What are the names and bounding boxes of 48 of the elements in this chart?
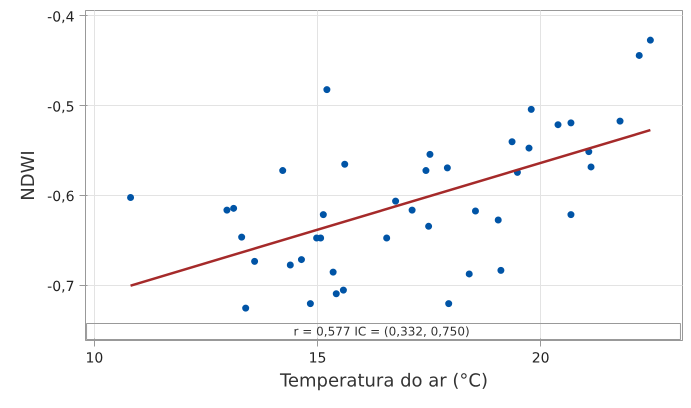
point bbox=[567, 119, 574, 126]
point bbox=[616, 118, 624, 125]
point bbox=[472, 208, 479, 215]
point bbox=[251, 258, 258, 265]
point bbox=[340, 286, 347, 294]
x-axis-title: Temperatura do ar (°C) bbox=[278, 370, 488, 392]
point bbox=[127, 194, 134, 202]
point bbox=[526, 144, 533, 152]
point bbox=[279, 167, 286, 174]
y-tick-label: -0,4 bbox=[47, 9, 75, 26]
point bbox=[426, 150, 434, 158]
x-tick-label: 20 bbox=[532, 350, 550, 366]
point bbox=[323, 86, 330, 94]
point bbox=[497, 266, 504, 274]
point bbox=[383, 234, 390, 242]
point bbox=[330, 268, 337, 276]
point bbox=[466, 270, 473, 278]
point bbox=[223, 206, 230, 214]
point bbox=[230, 204, 238, 212]
point bbox=[528, 106, 535, 113]
x-tick-label: 15 bbox=[308, 350, 326, 366]
point bbox=[425, 222, 432, 230]
point bbox=[445, 300, 452, 308]
point bbox=[494, 216, 502, 224]
point bbox=[298, 256, 305, 264]
point bbox=[320, 211, 327, 218]
y-tick-label: -0,7 bbox=[47, 279, 75, 296]
point bbox=[636, 52, 643, 59]
point bbox=[392, 198, 400, 205]
point bbox=[286, 261, 294, 268]
point bbox=[554, 121, 562, 128]
y-tick-label: -0,6 bbox=[47, 189, 75, 206]
point bbox=[238, 234, 246, 241]
annotation: r = 0,577 IC = (0,332, 0,750) bbox=[294, 324, 470, 338]
point bbox=[422, 167, 430, 174]
point bbox=[588, 163, 595, 170]
point bbox=[242, 304, 250, 312]
y-axis-title: NDWI bbox=[18, 150, 40, 201]
point bbox=[341, 160, 348, 168]
point bbox=[646, 36, 654, 44]
point bbox=[508, 138, 516, 146]
x-tick-label: 10 bbox=[86, 350, 104, 366]
point bbox=[306, 300, 314, 308]
point bbox=[567, 211, 574, 218]
point bbox=[408, 206, 416, 214]
point bbox=[444, 164, 451, 172]
y-tick-label: -0,5 bbox=[47, 99, 75, 116]
point bbox=[332, 290, 340, 298]
